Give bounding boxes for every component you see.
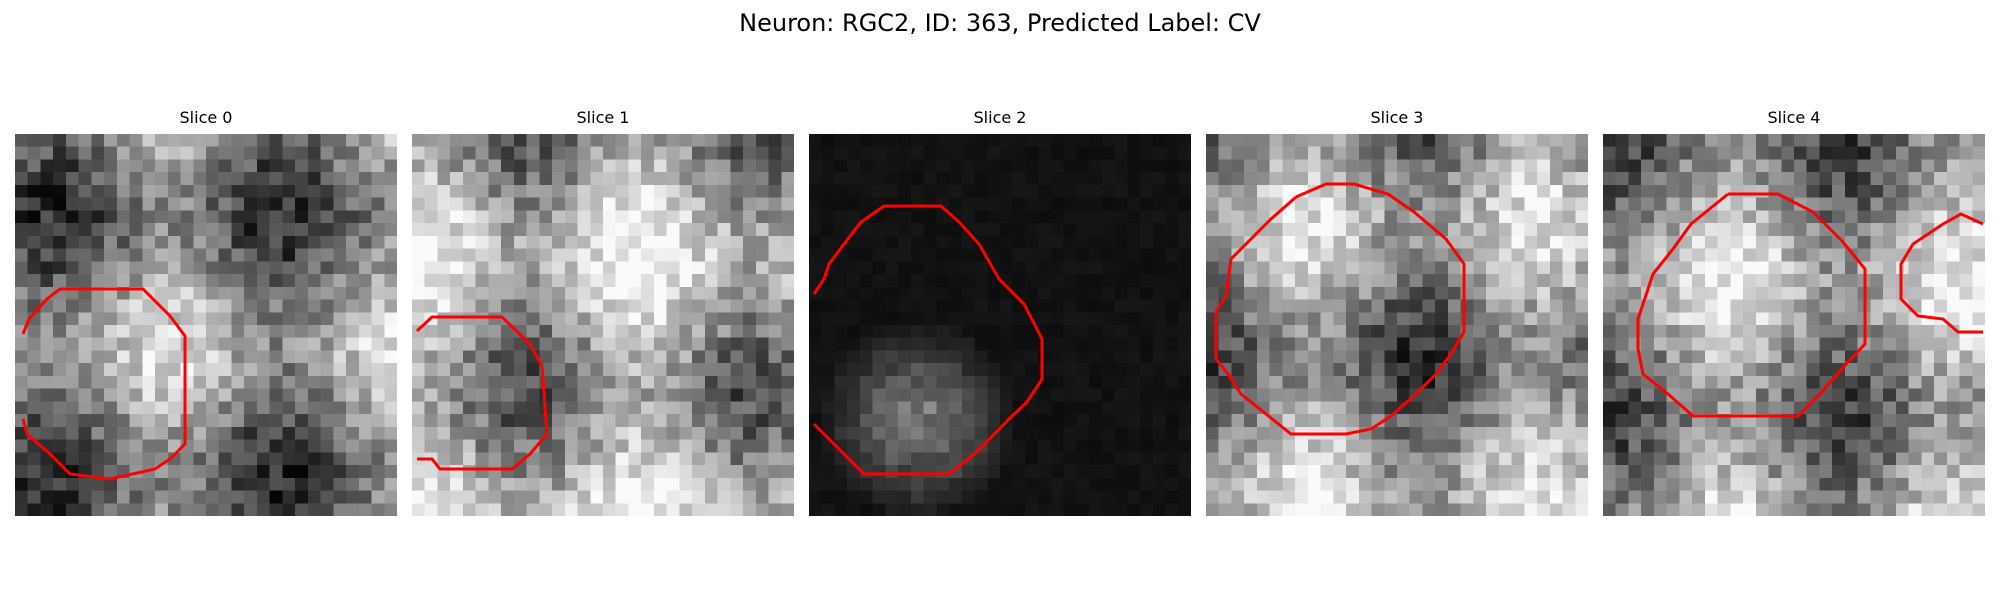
roi-contour	[21, 287, 187, 481]
roi-contour	[1636, 192, 1984, 418]
slice-image	[1206, 134, 1588, 516]
slice-title: Slice 4	[1767, 108, 1821, 127]
slice-panel-4: Slice 4	[1603, 107, 1985, 516]
figure-title: Neuron: RGC2, ID: 363, Predicted Label: …	[739, 9, 1261, 37]
slice-title: Slice 1	[576, 108, 630, 127]
slice-title: Slice 0	[179, 108, 233, 127]
roi-contour	[1214, 182, 1466, 436]
roi-contour	[812, 204, 1044, 476]
slice-title: Slice 3	[1370, 108, 1424, 127]
slice-panel-3: Slice 3	[1206, 107, 1588, 516]
roi-contour	[415, 315, 549, 471]
slice-panel-0: Slice 0	[15, 107, 397, 516]
slice-panel-1: Slice 1	[412, 107, 794, 516]
slice-image	[412, 134, 794, 516]
slice-title: Slice 2	[973, 108, 1027, 127]
slice-image	[809, 134, 1191, 516]
slice-image	[15, 134, 397, 516]
slice-panel-2: Slice 2	[809, 107, 1191, 516]
slice-image	[1603, 134, 1985, 516]
